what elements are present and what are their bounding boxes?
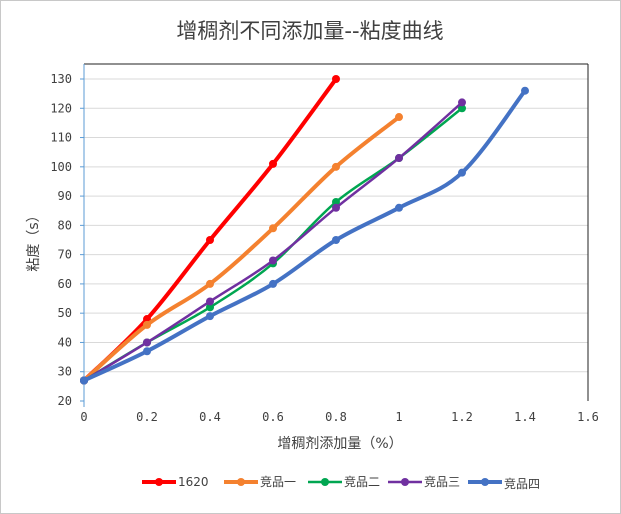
- y-tick-label: 30: [58, 365, 72, 379]
- y-tick-label: 70: [58, 248, 72, 262]
- series-line: [82, 101, 464, 382]
- x-tick-label: 1.2: [451, 410, 473, 424]
- data-point: [332, 203, 340, 212]
- data-point: [269, 224, 277, 233]
- y-tick-label: 20: [58, 394, 72, 408]
- data-point: [332, 236, 340, 244]
- data-point: [269, 159, 277, 168]
- series-group: [80, 75, 529, 385]
- x-tick-label: 0.8: [325, 410, 347, 424]
- x-tick-label: 0.4: [199, 410, 221, 424]
- data-point: [143, 338, 151, 347]
- y-tick-label: 50: [58, 306, 72, 320]
- data-point: [395, 113, 403, 122]
- data-point: [332, 162, 340, 171]
- data-point: [206, 279, 214, 288]
- x-tick-label: 1.6: [577, 410, 599, 424]
- data-point: [521, 86, 529, 95]
- series-4: [80, 86, 529, 385]
- data-point: [458, 168, 466, 177]
- y-tick-label: 80: [58, 218, 72, 232]
- y-tick-label: 100: [50, 160, 72, 174]
- legend-label: 竞品二: [344, 475, 380, 489]
- legend-marker: [401, 478, 409, 486]
- legend-label: 竞品一: [260, 475, 296, 489]
- x-tick-label: 0: [80, 410, 87, 424]
- data-point: [458, 98, 466, 107]
- x-tick-label: 1.4: [514, 410, 536, 424]
- x-tick-label: 0.6: [262, 410, 284, 424]
- x-axis-label: 增稠剂添加量（%）: [277, 436, 402, 452]
- legend-marker: [321, 478, 329, 486]
- y-tick-label: 130: [50, 72, 72, 86]
- data-point: [206, 297, 214, 306]
- data-point: [332, 75, 340, 83]
- legend: 1620 竞品一 竞品二 竞品三 竞品四: [142, 475, 540, 491]
- data-point: [206, 303, 214, 312]
- series-3: [80, 98, 466, 385]
- series-0: [80, 75, 340, 385]
- data-point: [395, 154, 403, 163]
- data-point: [143, 347, 151, 356]
- series-1: [80, 113, 403, 385]
- x-tick-label: 0.2: [136, 410, 158, 424]
- axes: 20 30 40 50 60 70 80 90 100 110 120 130 0 0.2 0.4 0.6 0.…: [50, 63, 599, 424]
- y-tick-label: 120: [50, 101, 72, 115]
- legend-marker: [237, 478, 245, 486]
- legend-label: 竞品三: [424, 475, 460, 489]
- legend-label: 1620: [178, 475, 209, 489]
- data-point: [206, 236, 214, 244]
- data-point: [458, 104, 466, 113]
- data-point: [80, 376, 88, 385]
- legend-marker: [155, 478, 163, 486]
- data-point: [269, 256, 277, 265]
- y-axis-label: 粘度（s）: [26, 208, 42, 271]
- y-tick-label: 110: [50, 131, 72, 145]
- legend-label: 竞品四: [504, 477, 540, 491]
- data-point: [269, 279, 277, 288]
- series-line: [82, 77, 338, 383]
- y-tick-label: 60: [58, 277, 72, 291]
- y-tick-label: 90: [58, 189, 72, 203]
- legend-marker: [481, 478, 489, 486]
- chart-title: 增稠剂不同添加量--粘度曲线: [176, 19, 443, 43]
- data-point: [395, 203, 403, 212]
- data-point: [206, 312, 214, 321]
- series-line: [82, 107, 464, 382]
- data-point: [143, 320, 151, 329]
- gridlines: [84, 78, 588, 373]
- y-tick-label: 40: [58, 335, 72, 349]
- x-tick-label: 1: [395, 410, 402, 424]
- series-line: [82, 115, 401, 383]
- data-point: [332, 197, 340, 206]
